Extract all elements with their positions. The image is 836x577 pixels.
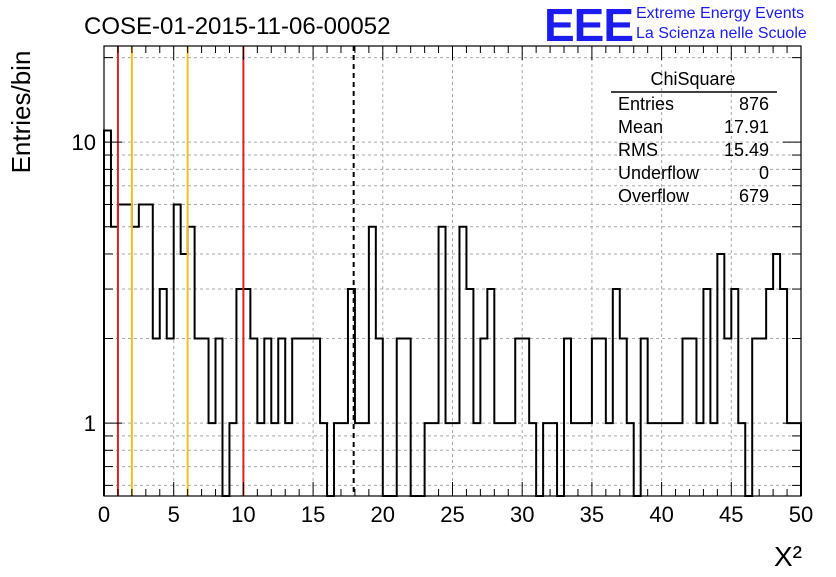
x-tick-label: 5 <box>168 502 180 527</box>
x-tick-label: 45 <box>719 502 743 527</box>
stats-label: Underflow <box>618 163 700 183</box>
y-axis-label: Entries/bin <box>6 51 36 174</box>
stats-value: 679 <box>739 186 769 206</box>
x-tick-label: 20 <box>371 502 395 527</box>
x-tick-label: 25 <box>440 502 464 527</box>
chart-title: COSE-01-2015-11-06-00052 <box>84 13 390 40</box>
x-tick-label: 35 <box>580 502 604 527</box>
y-tick-label: 1 <box>84 411 96 436</box>
x-tick-label: 50 <box>789 502 813 527</box>
eee-logo: EEE Extreme Energy Events La Scienza nel… <box>544 0 834 51</box>
stats-title: ChiSquare <box>650 69 735 89</box>
x-tick-label: 10 <box>231 502 255 527</box>
stats-label: Entries <box>618 94 674 114</box>
stats-label: RMS <box>618 140 658 160</box>
stats-label: Overflow <box>618 186 690 206</box>
stats-value: 15.49 <box>724 140 769 160</box>
stats-label: Mean <box>618 117 663 137</box>
y-tick-label: 10 <box>72 130 96 155</box>
x-tick-label: 30 <box>510 502 534 527</box>
x-tick-label: 0 <box>98 502 110 527</box>
logo-mark: EEE <box>544 0 634 51</box>
histogram-series <box>103 129 802 497</box>
x-tick-label: 15 <box>301 502 325 527</box>
x-axis-label: X² <box>774 541 802 572</box>
logo-line-2: La Scienza nelle Scuole <box>636 25 807 42</box>
logo-line-1: Extreme Energy Events <box>636 5 805 22</box>
x-tick-label: 40 <box>649 502 673 527</box>
stats-value: 17.91 <box>724 117 769 137</box>
stats-value: 0 <box>759 163 769 183</box>
stats-value: 876 <box>739 94 769 114</box>
